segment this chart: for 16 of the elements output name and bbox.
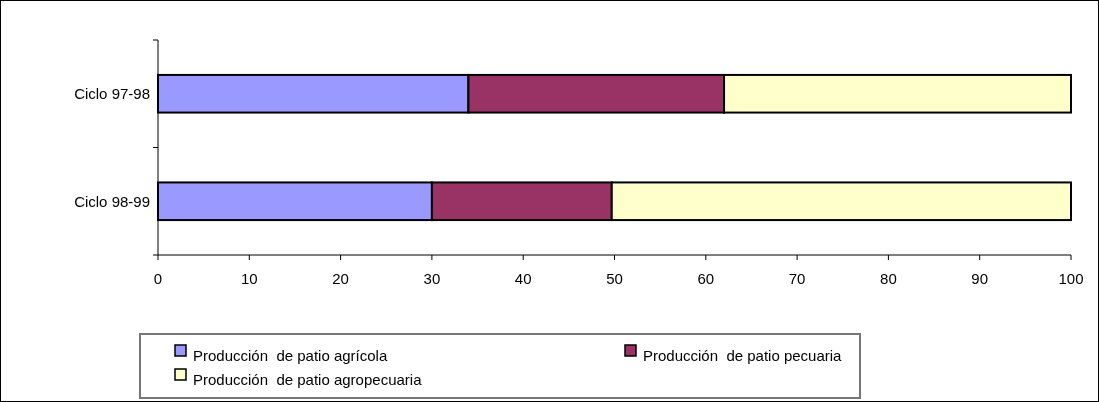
y-tick-label: Ciclo 97-98 — [74, 85, 150, 102]
legend-label: Producción de patio pecuaria — [643, 347, 843, 364]
y-tick-label: Ciclo 98-99 — [74, 192, 150, 210]
x-tick-label: 90 — [971, 270, 989, 287]
legend-label: Producción de patio agrícola — [193, 347, 388, 364]
x-tick-label: 50 — [606, 270, 623, 287]
x-tick-label: 0 — [153, 270, 163, 287]
x-tick-label: 100 — [1058, 270, 1084, 287]
x-tick-label: 70 — [788, 270, 806, 287]
x-tick-label: 80 — [880, 270, 897, 287]
x-tick-label: 40 — [514, 270, 532, 287]
x-tick-label: 60 — [697, 270, 715, 287]
x-tick-label: 20 — [332, 270, 349, 287]
x-tick-label: 10 — [240, 270, 258, 287]
x-tick-label: 30 — [423, 270, 441, 287]
legend-label: Producción de patio agropecuaria — [193, 371, 423, 388]
